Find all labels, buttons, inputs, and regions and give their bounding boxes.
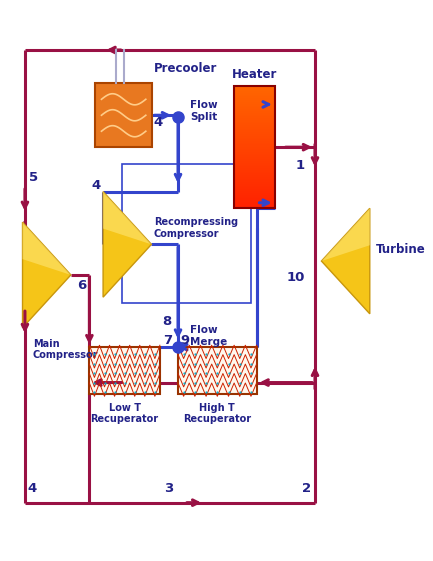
Text: 8: 8 bbox=[163, 315, 172, 328]
Text: 6: 6 bbox=[77, 279, 86, 292]
Text: 2: 2 bbox=[302, 481, 311, 495]
Text: Heater: Heater bbox=[232, 67, 277, 81]
Text: 4: 4 bbox=[154, 116, 163, 130]
Polygon shape bbox=[23, 222, 71, 275]
Bar bbox=[234, 86, 275, 208]
Text: 7: 7 bbox=[163, 334, 172, 347]
Polygon shape bbox=[103, 192, 152, 297]
Text: Precooler: Precooler bbox=[154, 62, 217, 75]
Text: High T
Recuperator: High T Recuperator bbox=[183, 403, 252, 424]
Polygon shape bbox=[23, 222, 71, 328]
Text: Flow
Split: Flow Split bbox=[190, 100, 218, 122]
Polygon shape bbox=[103, 192, 152, 245]
Text: Turbine: Turbine bbox=[375, 243, 425, 256]
Text: 3: 3 bbox=[164, 481, 173, 495]
Text: 9: 9 bbox=[180, 334, 189, 347]
Text: 1: 1 bbox=[296, 159, 305, 172]
Text: Low T
Recuperator: Low T Recuperator bbox=[90, 403, 159, 424]
Text: 4: 4 bbox=[92, 179, 101, 192]
Text: 4: 4 bbox=[27, 481, 36, 495]
Bar bbox=[178, 347, 257, 394]
Bar bbox=[95, 84, 152, 147]
Text: 10: 10 bbox=[287, 270, 305, 283]
Polygon shape bbox=[321, 208, 370, 261]
Text: 5: 5 bbox=[29, 171, 38, 183]
Bar bbox=[89, 347, 160, 394]
Text: Flow
Merge: Flow Merge bbox=[190, 325, 227, 347]
Polygon shape bbox=[321, 208, 370, 314]
Text: Recompressing
Compressor: Recompressing Compressor bbox=[154, 217, 238, 238]
Text: Main
Compressor: Main Compressor bbox=[33, 339, 98, 360]
